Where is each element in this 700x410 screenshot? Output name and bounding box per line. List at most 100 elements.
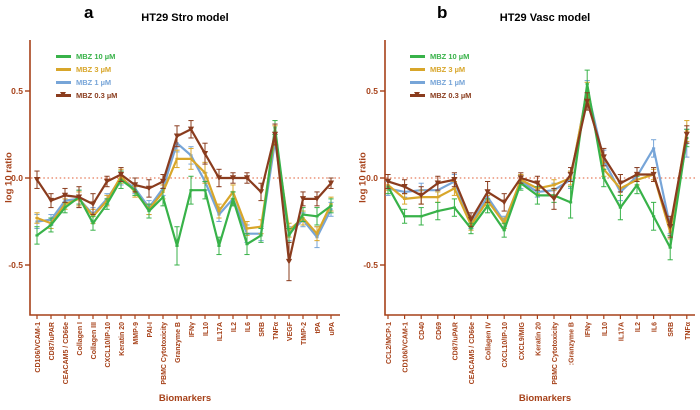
triangle-down-marker [201, 150, 209, 157]
dash-marker [652, 215, 656, 218]
dash-marker [301, 213, 305, 216]
dash-marker [585, 82, 589, 86]
dash-marker [403, 215, 407, 218]
x-tick-label: IL17A [618, 322, 625, 341]
dash-marker [105, 203, 109, 206]
triangle-down-marker [484, 189, 491, 195]
series-mbz-0-3-m [384, 92, 690, 238]
x-tick-label: IL2 [635, 322, 642, 332]
legend-item-mbz-3um: MBZ 3 µM [410, 63, 471, 76]
panel-b-letter: b [437, 3, 448, 22]
triangle-down-marker [257, 189, 265, 195]
x-tick-label: TNFα [273, 321, 280, 340]
legend-item-mbz-1um: MBZ 1 µM [410, 76, 471, 89]
triangle-down-marker [47, 197, 55, 204]
panel-a-x-axis-label: Biomarkers [158, 393, 212, 404]
legend-swatch-mbz-03um [410, 92, 425, 97]
dash-marker [618, 206, 622, 209]
dash-marker [652, 147, 656, 150]
x-tick-label: Collagen I [77, 322, 84, 356]
legend-item-mbz-10um: MBZ 10 µM [410, 50, 471, 63]
x-tick-label: CD106/VCAM-1 [403, 322, 410, 373]
panel-b-x-axis-label: Biomarkers [518, 393, 572, 404]
dash-marker [217, 244, 221, 247]
panel-a-title: HT29 Stro model [141, 12, 229, 24]
series-line [386, 88, 688, 228]
dash-marker [203, 171, 207, 174]
dash-marker [147, 209, 151, 213]
legend-triangle-marker [414, 92, 420, 97]
x-tick-label: CCL2/MCP-1 [386, 322, 393, 364]
dash-marker [486, 204, 490, 207]
x-tick-label: TNFα [685, 321, 692, 340]
legend-swatch-mbz-03um [56, 92, 71, 97]
x-tick-label: :Granzyme B [569, 322, 576, 365]
triangle-down-marker [243, 175, 251, 181]
dash-marker [35, 216, 39, 220]
chart-panel-a: 0.5 0.0 -0.5 CD106/VCAM-1 CD87/uPAR CEACAM5 /… [8, 40, 340, 385]
dash-marker [63, 206, 67, 209]
dash-marker [49, 223, 53, 227]
legend-swatch-mbz-10um [410, 55, 425, 58]
triangle-down-marker [61, 192, 69, 199]
x-tick-label: VEGF [287, 321, 294, 341]
triangle-down-marker [401, 184, 408, 190]
legend-triangle-marker [60, 92, 66, 97]
dash-marker [569, 201, 573, 204]
axes [384, 40, 695, 316]
x-tick-label: IL2 [231, 322, 238, 332]
panel-a-letter: a [84, 3, 94, 22]
y-tick-label: 0.0 [11, 173, 23, 183]
triangle-down-marker [650, 171, 657, 178]
triangle-down-marker [418, 192, 425, 199]
dash-marker [161, 196, 165, 199]
dash-marker [203, 189, 207, 192]
dash-marker [452, 187, 456, 190]
x-axis-ticks: CCL2/MCP-1 CD106/VCAM-1 CD40 CD69 CD87/uPAR C… [386, 315, 692, 385]
triangle-down-marker [103, 178, 111, 185]
triangle-down-marker [667, 224, 674, 230]
x-tick-label: CD87/uPAR [452, 322, 459, 360]
dash-marker [259, 225, 263, 228]
legend-swatch-mbz-10um [56, 55, 71, 58]
triangle-down-marker [633, 171, 641, 178]
x-tick-label: CXCL10/IP-10 [105, 322, 112, 368]
triangle-down-marker [187, 126, 195, 133]
x-tick-label: uPA [329, 322, 336, 335]
x-tick-label: Keratin 20 [535, 322, 542, 356]
dash-marker [245, 243, 249, 246]
x-tick-label: MMP-9 [133, 322, 140, 345]
dash-marker [189, 189, 193, 192]
legend-label: MBZ 0.3 µM [76, 91, 118, 100]
triangle-down-marker [117, 171, 125, 178]
series-line [386, 100, 688, 228]
triangle-down-marker [75, 194, 83, 201]
triangle-down-marker [215, 175, 223, 181]
triangle-down-marker [33, 177, 41, 183]
legend-item-mbz-03um: MBZ 0.3 µM [410, 89, 471, 102]
dash-marker [436, 209, 440, 213]
triangle-down-marker [550, 196, 558, 202]
x-tick-label: CD106/VCAM-1 [35, 322, 42, 373]
dash-marker [287, 234, 291, 237]
triangle-down-marker [229, 175, 237, 181]
dash-marker [175, 157, 179, 160]
legend-swatch-mbz-3um [410, 68, 425, 71]
panel-b-legend: MBZ 10 µM MBZ 3 µM MBZ 1 µM MBZ 0.3 µM [410, 50, 471, 102]
legend-swatch-mbz-1um [410, 81, 425, 84]
triangle-down-marker [299, 196, 307, 202]
x-tick-label: CD87/uPAR [49, 322, 56, 360]
dash-marker [436, 196, 440, 199]
x-tick-label: IL10 [602, 322, 609, 336]
series-mbz-10-m [34, 120, 334, 266]
legend-swatch-mbz-3um [56, 68, 71, 71]
panel-b-title: HT29 Vasc model [499, 12, 591, 24]
triangle-down-marker [567, 171, 574, 178]
series-mbz-3-m [385, 81, 690, 240]
series-line [35, 128, 333, 263]
series-line [35, 126, 333, 247]
dash-marker [635, 183, 639, 187]
dash-marker [403, 197, 407, 200]
y-tick-label: 0.0 [366, 173, 378, 183]
